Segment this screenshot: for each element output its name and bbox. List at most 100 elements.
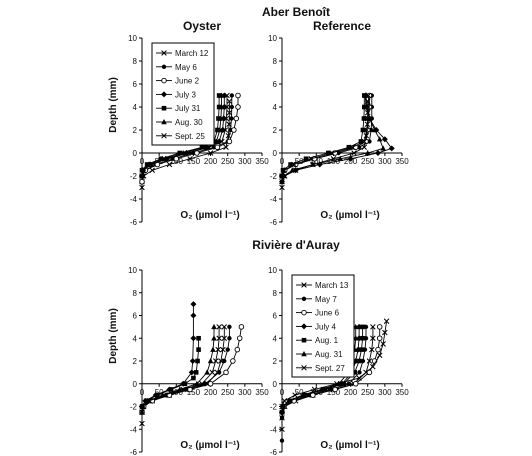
x-tick-label: 100 bbox=[310, 157, 324, 166]
legend-marker bbox=[301, 365, 307, 371]
data-point bbox=[220, 346, 226, 353]
data-point bbox=[292, 392, 298, 398]
data-point bbox=[191, 375, 196, 381]
y-tick-label: -2 bbox=[130, 172, 138, 181]
x-tick-label: 100 bbox=[170, 157, 184, 166]
y-tick-label: -4 bbox=[270, 425, 278, 434]
data-point bbox=[279, 409, 285, 415]
data-point bbox=[223, 369, 229, 376]
data-point bbox=[226, 98, 233, 105]
data-point bbox=[226, 109, 233, 116]
data-point bbox=[382, 329, 388, 336]
data-point bbox=[356, 358, 362, 364]
legend-marker bbox=[161, 77, 167, 84]
data-point bbox=[279, 184, 285, 191]
data-point bbox=[337, 155, 344, 161]
y-tick-label: 4 bbox=[133, 334, 138, 343]
x-axis-label: O₂ (µmol l⁻¹) bbox=[180, 210, 239, 221]
data-point bbox=[206, 144, 212, 151]
y-tick-label: 4 bbox=[133, 103, 138, 112]
data-point bbox=[281, 167, 287, 174]
data-point bbox=[139, 178, 145, 185]
data-point bbox=[289, 167, 296, 173]
data-point bbox=[199, 144, 205, 150]
data-point bbox=[233, 115, 240, 122]
y-tick-label: 0 bbox=[273, 380, 278, 389]
x-tick-label: 250 bbox=[361, 157, 375, 166]
data-point bbox=[303, 156, 309, 162]
data-point bbox=[325, 150, 331, 156]
y-tick-label: 8 bbox=[133, 289, 138, 298]
data-point bbox=[360, 127, 366, 133]
y-tick-label: 0 bbox=[133, 380, 138, 389]
data-point bbox=[177, 150, 183, 156]
data-point bbox=[364, 115, 371, 122]
data-point bbox=[227, 336, 232, 341]
data-point bbox=[362, 92, 369, 98]
data-point bbox=[383, 318, 390, 324]
data-point bbox=[149, 167, 156, 174]
legend-entry: Aug. 1 bbox=[315, 336, 339, 345]
data-point bbox=[158, 156, 164, 162]
data-point bbox=[371, 127, 378, 133]
data-point bbox=[279, 438, 285, 443]
data-point bbox=[217, 127, 223, 133]
data-point bbox=[280, 167, 286, 173]
x-tick-label: 200 bbox=[204, 388, 218, 397]
x-tick-label: 200 bbox=[344, 157, 358, 166]
legend-marker bbox=[301, 309, 307, 316]
data-point bbox=[190, 312, 197, 319]
data-point bbox=[139, 184, 145, 191]
data-point bbox=[230, 358, 236, 364]
x-tick-label: 150 bbox=[187, 157, 201, 166]
data-point bbox=[213, 138, 220, 144]
data-point bbox=[224, 104, 230, 110]
data-point bbox=[222, 127, 229, 133]
data-point bbox=[199, 380, 205, 387]
data-point bbox=[360, 324, 365, 330]
x-tick-label: 250 bbox=[221, 157, 235, 166]
y-tick-label: 4 bbox=[273, 103, 278, 112]
data-point bbox=[363, 127, 370, 133]
data-point bbox=[216, 93, 222, 98]
data-point bbox=[180, 386, 186, 393]
data-point bbox=[166, 161, 173, 168]
data-point bbox=[351, 150, 357, 156]
data-point bbox=[196, 347, 201, 352]
series-line bbox=[141, 338, 200, 407]
x-tick-label: 150 bbox=[327, 388, 341, 397]
data-point bbox=[139, 173, 145, 179]
y-tick-label: 6 bbox=[273, 312, 278, 321]
y-tick-label: -2 bbox=[270, 172, 278, 181]
x-tick-label: 150 bbox=[187, 388, 201, 397]
data-point bbox=[360, 335, 365, 341]
y-tick-label: 4 bbox=[273, 334, 278, 343]
legend-marker bbox=[161, 50, 167, 56]
data-point bbox=[210, 346, 216, 352]
data-point bbox=[364, 150, 371, 156]
data-point bbox=[212, 358, 219, 364]
x-tick-label: 250 bbox=[361, 388, 375, 397]
group-title-riviere-dauray: Rivière d'Auray bbox=[252, 238, 340, 252]
data-point bbox=[190, 301, 197, 308]
y-tick-label: -2 bbox=[270, 403, 278, 412]
data-point bbox=[363, 336, 369, 341]
data-point bbox=[216, 370, 222, 375]
y-tick-label: -4 bbox=[270, 195, 278, 204]
data-point bbox=[221, 324, 228, 330]
y-tick-label: -6 bbox=[270, 218, 278, 227]
data-point bbox=[164, 155, 171, 162]
data-point bbox=[223, 144, 229, 151]
data-point bbox=[370, 363, 376, 370]
y-tick-label: 6 bbox=[133, 312, 138, 321]
y-tick-label: 2 bbox=[133, 357, 138, 366]
data-point bbox=[216, 116, 221, 121]
data-point bbox=[196, 335, 201, 341]
data-point bbox=[216, 104, 222, 110]
data-point bbox=[221, 335, 228, 342]
data-point bbox=[369, 346, 375, 353]
legend-marker bbox=[161, 64, 167, 70]
x-tick-label: 250 bbox=[221, 388, 235, 397]
